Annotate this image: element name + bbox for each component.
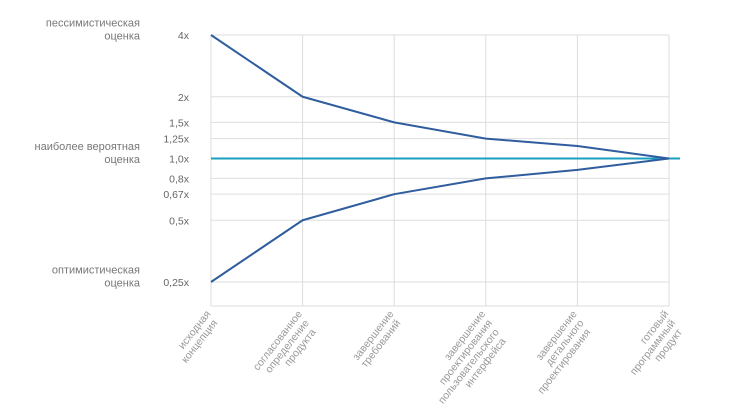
x-category-label: согласованноеопределениепродукта bbox=[251, 308, 323, 386]
side-label-line: оценка bbox=[104, 31, 141, 43]
x-category-text: завершениетребований bbox=[350, 308, 405, 370]
y-tick-label: 0,5x bbox=[169, 215, 190, 227]
y-tick-label: 1,5x bbox=[169, 117, 190, 129]
side-label-line: оценка bbox=[104, 154, 141, 166]
y-tick-label: 1,25x bbox=[163, 134, 189, 146]
side-label-line: оптимистическая bbox=[52, 265, 140, 277]
side-label-line: пессимистическая bbox=[46, 18, 140, 30]
side-label-line: оценка bbox=[104, 278, 141, 290]
side-label: оптимистическая оценка bbox=[52, 265, 141, 290]
y-tick-label: 0,8x bbox=[169, 173, 190, 185]
side-label-line: наиболее вероятная bbox=[35, 141, 140, 153]
x-category-text: исходнаяконцепция bbox=[170, 308, 222, 365]
y-tick-label: 2x bbox=[178, 92, 190, 104]
x-category-text: готовыйпрограммныйпродукт bbox=[619, 308, 689, 384]
x-category-label: завершениедетальногопроектирования bbox=[518, 308, 597, 396]
x-category-text: завершениепроектированияпользовательског… bbox=[419, 308, 515, 413]
series-line-1 bbox=[210, 157, 670, 283]
x-category-label: исходнаяконцепция bbox=[170, 308, 222, 365]
series-line-0 bbox=[210, 34, 670, 160]
y-tick-label: 0,67x bbox=[163, 189, 189, 201]
side-label: наиболее вероятная оценка bbox=[35, 141, 141, 166]
x-category-text: согласованноеопределениепродукта bbox=[251, 308, 323, 386]
y-tick-label: 1,0x bbox=[169, 154, 190, 166]
side-label: пессимистическая оценка bbox=[46, 18, 141, 43]
y-tick-label: 4x bbox=[178, 30, 190, 42]
x-category-text: завершениедетальногопроектирования bbox=[518, 308, 597, 396]
x-category-label: готовыйпрограммныйпродукт bbox=[619, 308, 689, 384]
x-category-label: завершениетребований bbox=[350, 308, 405, 370]
x-category-label: завершениепроектированияпользовательског… bbox=[419, 308, 515, 413]
y-tick-label: 0,25x bbox=[163, 277, 189, 289]
